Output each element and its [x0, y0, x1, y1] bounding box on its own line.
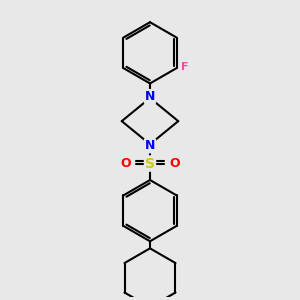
Text: O: O — [120, 157, 130, 170]
Text: O: O — [169, 157, 180, 170]
Text: S: S — [145, 157, 155, 170]
Text: F: F — [181, 62, 189, 72]
Text: N: N — [145, 90, 155, 103]
Text: N: N — [145, 140, 155, 152]
